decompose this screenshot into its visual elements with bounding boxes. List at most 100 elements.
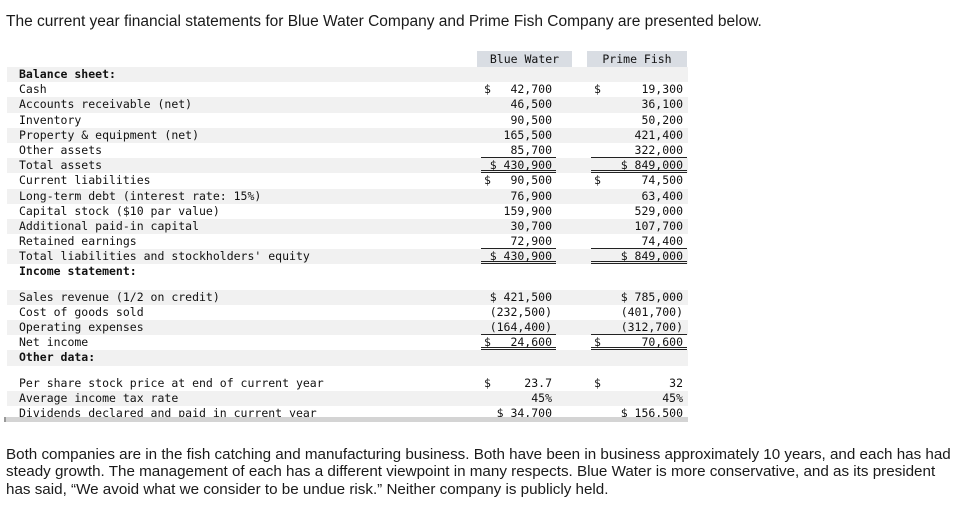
prime-fish-value: 19,300 (641, 82, 683, 97)
blue-water-value: 159,900 (503, 203, 552, 218)
prime-fish-cell: $32 (591, 376, 687, 391)
prime-fish-cell: 50,200 (591, 113, 687, 128)
blue-water-value: $ 430,900 (489, 158, 552, 173)
blue-water-cell: $90,500 (481, 173, 556, 188)
blue-water-value: (164,400) (489, 320, 552, 334)
column-header-prime-fish: Prime Fish (587, 51, 687, 67)
section-heading: Income statement: (19, 264, 137, 279)
row-label: Average income tax rate (19, 390, 179, 405)
blue-water-cell: 159,900 (481, 204, 556, 219)
blue-water-cell: $ 34,700 (481, 406, 556, 421)
blue-water-cell: 72,900 (481, 234, 556, 250)
prime-fish-cell: $70,600 (591, 335, 687, 351)
table-row: Other data: (7, 350, 688, 366)
blue-water-cell: $24,600 (481, 335, 556, 351)
prime-fish-value: 70,600 (641, 335, 683, 350)
section-heading: Balance sheet: (19, 67, 116, 81)
blue-water-value: 90,500 (510, 173, 552, 188)
blue-water-value: $ 34,700 (496, 405, 552, 420)
prime-fish-value: $ 785,000 (620, 289, 683, 304)
blue-water-cell: $23.7 (481, 376, 556, 391)
table-row: Operating expenses (164,400) (312,700) (7, 320, 688, 336)
blue-water-cell: 165,500 (481, 128, 556, 143)
prime-fish-cell: 74,400 (591, 234, 687, 250)
prime-fish-cell: 63,400 (591, 189, 687, 204)
blue-water-cell: (164,400) (481, 320, 556, 336)
blue-water-value: 165,500 (503, 127, 552, 142)
blue-water-value: 72,900 (510, 234, 552, 249)
row-label: Cost of goods sold (19, 304, 144, 319)
table-body: Balance sheet: Cash $42,700 $19,300 Accounts… (7, 67, 688, 421)
table-row: Cash $42,700 $19,300 (7, 82, 688, 97)
table-bottom-rule-tick (4, 417, 6, 422)
row-label: Current liabilities (19, 173, 151, 188)
blue-water-cell: $ 421,500 (481, 290, 556, 305)
blue-water-cell: 45% (481, 391, 556, 406)
blue-water-cell: $ 430,900 (481, 249, 556, 265)
blue-water-value: 45% (531, 390, 552, 405)
table-row: Property & equipment (net) 165,500 421,400 (7, 127, 688, 143)
blue-water-value: 90,500 (510, 112, 552, 127)
prime-fish-cell: (312,700) (591, 320, 687, 336)
row-label: Dividends declared and paid in current y… (19, 405, 317, 420)
row-label: Accounts receivable (net) (19, 97, 193, 112)
prime-fish-cell: $ 849,000 (591, 158, 687, 174)
table-row: Income statement: (7, 264, 688, 279)
prime-fish-cell: $ 849,000 (591, 249, 687, 265)
prime-fish-value: (312,700) (620, 320, 683, 334)
table-row: Average income tax rate 45% 45% (7, 390, 688, 406)
row-label: Per share stock price at end of current … (19, 375, 324, 390)
prime-fish-cell: 45% (591, 391, 687, 406)
table-row: Accounts receivable (net) 46,500 36,100 (7, 97, 688, 113)
prime-fish-cell: 421,400 (591, 128, 687, 143)
table-row: Sales revenue (1/2 on credit) $ 421,500 $ … (7, 289, 688, 305)
prime-fish-value: 107,700 (634, 218, 683, 233)
blue-water-cell: 30,700 (481, 219, 556, 234)
table-bottom-rule (4, 417, 688, 422)
row-label: Total liabilities and stockholders' equi… (19, 249, 310, 264)
prime-fish-value: 63,400 (641, 188, 683, 203)
table-row: Inventory 90,500 50,200 (7, 113, 688, 128)
blue-water-value: $ 421,500 (489, 289, 552, 304)
prime-fish-cell: 322,000 (591, 142, 687, 159)
blue-water-value: 23.7 (524, 375, 552, 390)
dollar-sign: $ (484, 335, 491, 350)
dollar-sign: $ (484, 375, 491, 390)
row-label: Capital stock ($10 par value) (19, 203, 220, 218)
prime-fish-value: (401,700) (620, 304, 683, 319)
row-label: Total assets (19, 158, 103, 173)
row-label: Additional paid-in capital (19, 218, 200, 233)
blue-water-value: 85,700 (510, 142, 552, 157)
prime-fish-value: $ 849,000 (620, 158, 683, 173)
blue-water-cell: 90,500 (481, 113, 556, 128)
prime-fish-value: 74,400 (641, 234, 683, 249)
dollar-sign: $ (594, 173, 601, 188)
prime-fish-cell: $74,500 (591, 173, 687, 188)
row-spacer (7, 366, 688, 376)
row-label: Inventory (19, 112, 82, 127)
intro-text: The current year financial statements fo… (6, 13, 762, 30)
blue-water-value: 24,600 (510, 335, 552, 350)
prime-fish-value: 50,200 (641, 112, 683, 127)
blue-water-cell: $ 430,900 (481, 158, 556, 174)
blue-water-value: 30,700 (510, 218, 552, 233)
blue-water-value: $ 430,900 (489, 249, 552, 264)
prime-fish-value: 32 (669, 375, 683, 390)
dollar-sign: $ (484, 173, 491, 188)
row-label: Operating expenses (19, 320, 144, 334)
financial-statements-table: Blue Water Prime Fish Balance sheet: Cash… (7, 51, 688, 421)
dollar-sign: $ (484, 82, 491, 97)
table-row: Other assets 85,700 322,000 (7, 142, 688, 159)
prime-fish-value: 36,100 (641, 97, 683, 112)
blue-water-cell: 76,900 (481, 189, 556, 204)
outro-text: Both companies are in the fish catching … (6, 446, 951, 498)
prime-fish-cell: $19,300 (591, 82, 687, 97)
dollar-sign: $ (594, 375, 601, 390)
row-label: Retained earnings (19, 234, 137, 249)
table-row: Capital stock ($10 par value) 159,900 529,… (7, 204, 688, 219)
table-row: Dividends declared and paid in current y… (7, 406, 688, 421)
prime-fish-value: 322,000 (634, 142, 683, 157)
row-label: Other assets (19, 142, 103, 157)
table-row: Total liabilities and stockholders' equi… (7, 249, 688, 265)
blue-water-cell: $42,700 (481, 82, 556, 97)
